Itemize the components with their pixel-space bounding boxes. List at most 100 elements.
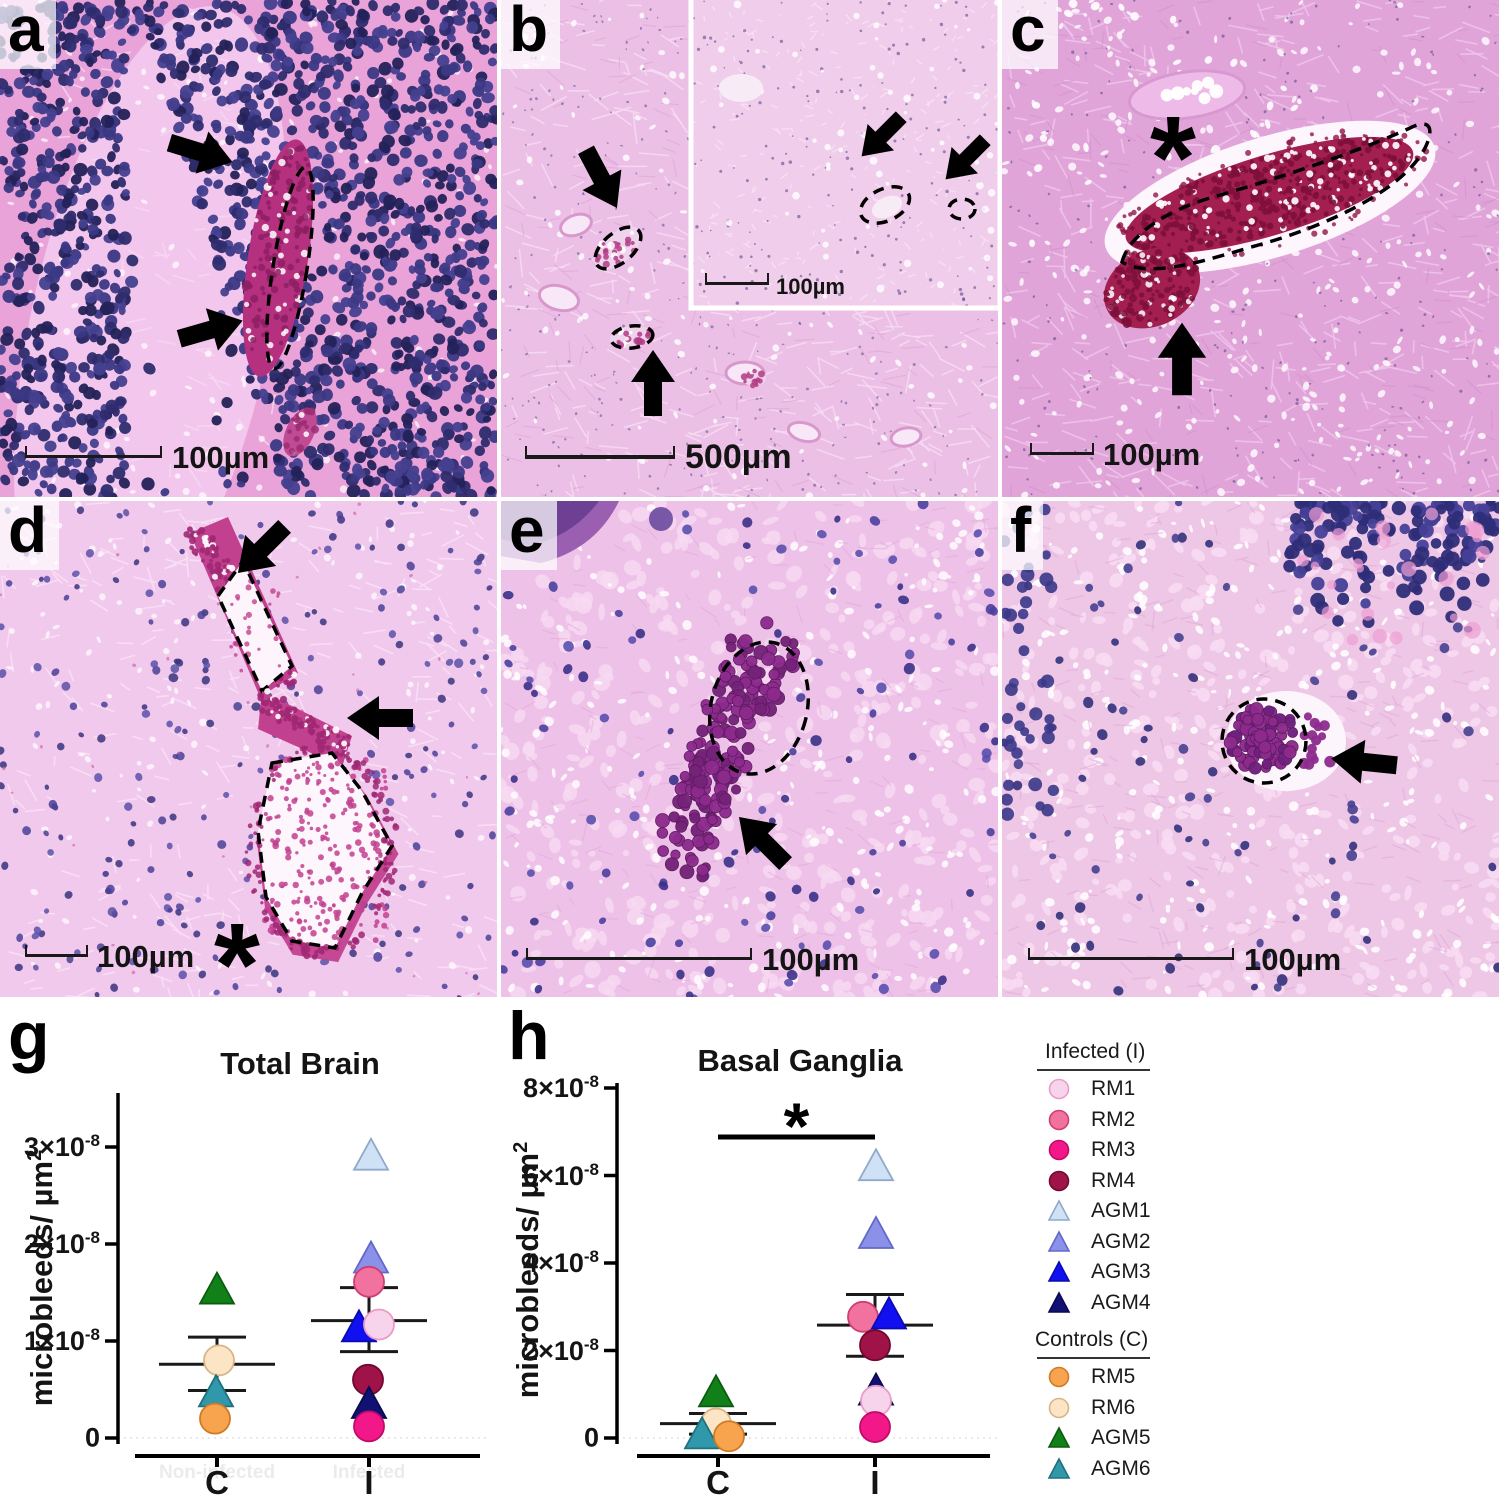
small-vessel bbox=[283, 407, 320, 457]
microbleed-outline bbox=[1220, 697, 1308, 785]
panel-a: a 100µm bbox=[0, 0, 497, 497]
y-tick-label: 3×10-8 bbox=[24, 1131, 100, 1162]
legend-marker-triangle-icon bbox=[1047, 1456, 1071, 1479]
microbleed bbox=[594, 226, 642, 271]
data-point-RM5 bbox=[713, 1420, 745, 1453]
microbleed-outline bbox=[707, 640, 811, 776]
data-point-RM3 bbox=[859, 1411, 891, 1443]
histology-image-c bbox=[1002, 0, 1499, 497]
legend-item-RM1: RM1 bbox=[1047, 1077, 1135, 1101]
y-tick-label: 1×10-8 bbox=[24, 1325, 100, 1356]
category-label-C: C bbox=[706, 1464, 730, 1496]
microbleed-outline bbox=[265, 165, 315, 371]
legend-item-label: AGM2 bbox=[1091, 1229, 1151, 1253]
panel-label: a bbox=[0, 0, 56, 70]
legend-item-AGM3: AGM3 bbox=[1047, 1260, 1151, 1284]
data-point-AGM2 bbox=[857, 1215, 895, 1249]
legend-item-label: RM6 bbox=[1091, 1395, 1136, 1419]
scale-bar-label: 100µm bbox=[172, 440, 270, 475]
microbleed bbox=[1223, 702, 1336, 775]
inset-view bbox=[691, 0, 998, 308]
panel-f: f 100µm bbox=[1002, 501, 1499, 997]
panel-label: d bbox=[0, 501, 60, 571]
legend-item-AGM1: AGM1 bbox=[1047, 1199, 1151, 1223]
legend-marker-circle-icon bbox=[1048, 1170, 1070, 1191]
legend-marker-circle-icon bbox=[1048, 1078, 1070, 1100]
y-axis-label-sup: 2 bbox=[509, 1141, 532, 1153]
legend-marker-triangle-icon bbox=[1047, 1426, 1071, 1448]
microbleed bbox=[257, 688, 352, 767]
microbleed-outline bbox=[215, 557, 295, 694]
plot-area bbox=[604, 1083, 998, 1467]
legend-marker-circle-icon bbox=[1048, 1366, 1070, 1388]
data-point-RM1 bbox=[363, 1308, 395, 1341]
arrow-icon bbox=[945, 134, 991, 180]
histology-image-a bbox=[0, 0, 497, 497]
scale-bar-label: 100µm bbox=[762, 942, 860, 977]
microbleed-outline bbox=[609, 323, 655, 351]
panel-label: g bbox=[8, 998, 50, 1074]
microbleed-outline bbox=[593, 225, 643, 271]
blood-vessel bbox=[559, 212, 593, 238]
legend-item-RM4: RM4 bbox=[1047, 1169, 1135, 1193]
legend-item-RM2: RM2 bbox=[1047, 1108, 1135, 1132]
legend: Infected (I) RM1 RM2 RM3 RM4 AGM1 AGM2 AGM3 AGM4… bbox=[1035, 1040, 1499, 1496]
panel-label: f bbox=[1002, 501, 1044, 571]
arrow-icon bbox=[176, 308, 243, 351]
microbleed-outline bbox=[256, 751, 395, 950]
legend-item-label: AGM5 bbox=[1091, 1426, 1151, 1449]
cell-nuclei bbox=[501, 501, 998, 997]
category-label-C: C bbox=[205, 1464, 229, 1496]
legend-item-label: RM4 bbox=[1091, 1168, 1136, 1192]
y-axis-label: microbleeds/ µm2 bbox=[24, 1150, 60, 1406]
scale-bar bbox=[526, 948, 752, 960]
legend-item-RM3: RM3 bbox=[1047, 1138, 1135, 1162]
arrow-icon bbox=[1331, 739, 1398, 784]
microbleed bbox=[1104, 120, 1436, 274]
microbleed-outline bbox=[1119, 122, 1432, 271]
panel-d: d * 100µm bbox=[0, 501, 497, 997]
small-vessel bbox=[740, 368, 766, 389]
data-point-RM2 bbox=[353, 1265, 385, 1298]
scale-bar bbox=[525, 446, 675, 459]
legend-marker-circle-icon bbox=[1048, 1397, 1070, 1418]
data-point-AGM6 bbox=[683, 1415, 721, 1450]
chart-basal-ganglia: h Basal Ganglia microbleeds/ µm2 0 2×10-8… bbox=[500, 998, 1040, 1496]
tissue-specks bbox=[501, 12, 997, 497]
scale-bar bbox=[1028, 948, 1234, 960]
arrow-icon bbox=[166, 131, 233, 174]
data-point-RM4 bbox=[859, 1329, 891, 1362]
panel-label: b bbox=[501, 0, 561, 70]
legend-item-label: RM1 bbox=[1091, 1077, 1136, 1100]
inset-scale-bar-label: 100µm bbox=[776, 274, 845, 299]
legend-group-title: Infected (I) bbox=[1045, 1040, 1146, 1063]
chart-total-brain: g Total Brain microbleeds/ µm2 0 1×10-8 2×… bbox=[0, 998, 500, 1496]
scale-bar bbox=[25, 945, 88, 957]
legend-item-AGM6: AGM6 bbox=[1047, 1457, 1151, 1481]
significance-star: * bbox=[783, 1088, 810, 1163]
microbleed bbox=[244, 744, 400, 963]
arrow-icon bbox=[631, 350, 675, 416]
histology-image-d bbox=[0, 501, 497, 997]
legend-marker-triangle-icon bbox=[1047, 1199, 1071, 1221]
legend-divider bbox=[1037, 1357, 1150, 1359]
asterisk-annotation: * bbox=[1150, 92, 1196, 224]
y-tick-label: 4×10-8 bbox=[523, 1247, 599, 1278]
legend-item-label: RM5 bbox=[1091, 1365, 1136, 1388]
scale-bar bbox=[25, 446, 162, 458]
legend-marker-triangle-icon bbox=[1047, 1229, 1071, 1252]
arrow-icon bbox=[237, 520, 291, 574]
legend-item-label: AGM3 bbox=[1091, 1260, 1151, 1283]
y-tick-label: 0 bbox=[84, 1422, 100, 1453]
legend-marker-circle-icon bbox=[1048, 1139, 1070, 1161]
arrow-icon bbox=[738, 816, 792, 870]
arrow-icon bbox=[347, 696, 413, 740]
panel-c: c * 100µm bbox=[1002, 0, 1499, 497]
data-point-RM6 bbox=[203, 1344, 235, 1377]
legend-item-RM6: RM6 bbox=[1047, 1396, 1135, 1420]
scale-bar bbox=[1030, 443, 1094, 455]
inset-scale-bar bbox=[705, 273, 769, 285]
panel-label: e bbox=[501, 501, 557, 571]
y-axis-label-text: microbleeds/ µm bbox=[24, 1160, 60, 1407]
